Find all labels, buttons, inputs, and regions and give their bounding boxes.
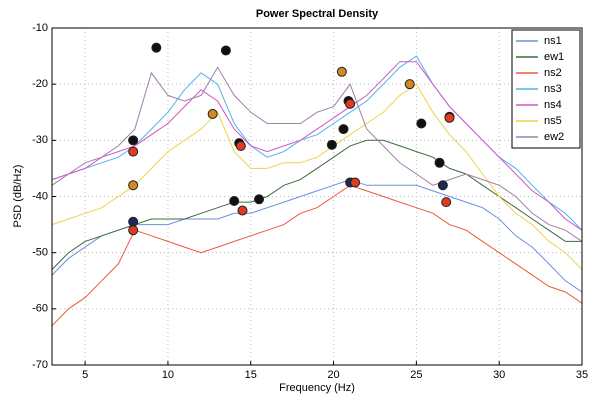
peak-marker	[220, 45, 231, 56]
peak-marker	[237, 205, 248, 216]
series-line	[51, 179, 583, 293]
y-tick-label: -20	[32, 78, 48, 90]
y-tick-label: -70	[32, 359, 48, 371]
y-tick-label: -10	[32, 22, 48, 34]
peak-marker	[128, 135, 139, 146]
peak-marker	[254, 194, 265, 205]
y-tick-label: -40	[32, 190, 48, 202]
legend-label: ns2	[544, 67, 562, 79]
peak-marker	[128, 216, 139, 227]
y-tick-label: -60	[32, 303, 48, 315]
series-line	[51, 83, 583, 270]
peak-marker	[416, 118, 427, 129]
series-line	[51, 66, 583, 242]
peak-marker	[444, 112, 455, 123]
y-tick-label: -50	[32, 247, 48, 259]
peak-marker	[345, 98, 356, 109]
axes-box	[51, 27, 583, 366]
legend-label: ns5	[544, 115, 562, 127]
peak-marker	[235, 140, 246, 151]
x-tick-label: 35	[576, 369, 588, 381]
peak-marker	[338, 124, 349, 135]
peak-marker	[128, 225, 139, 236]
peak-marker	[441, 197, 452, 208]
y-axis-label: PSD (dB/Hz)	[12, 165, 24, 228]
peak-marker	[404, 79, 415, 90]
peak-marker	[128, 180, 139, 191]
x-tick-label: 15	[245, 369, 257, 381]
legend-label: ew2	[544, 131, 564, 143]
series-line	[51, 61, 583, 231]
series-line	[51, 184, 583, 327]
peak-marker	[229, 195, 240, 206]
legend-label: ew1	[544, 51, 564, 63]
x-tick-label: 5	[82, 369, 88, 381]
x-tick-label: 20	[327, 369, 339, 381]
x-tick-label: 10	[162, 369, 174, 381]
peak-marker	[128, 146, 139, 157]
peak-marker	[151, 42, 162, 53]
peak-marker	[336, 66, 347, 77]
chart-title: Power Spectral Density	[256, 8, 379, 20]
x-tick-label: 30	[493, 369, 505, 381]
peak-marker	[437, 180, 448, 191]
peak-marker	[350, 177, 361, 188]
legend-label: ns3	[544, 83, 562, 95]
legend-label: ns4	[544, 99, 562, 111]
series-line	[51, 139, 582, 270]
x-axis-label: Frequency (Hz)	[279, 382, 355, 394]
y-tick-label: -30	[32, 134, 48, 146]
peak-marker	[326, 139, 337, 150]
legend-label: ns1	[544, 35, 562, 47]
x-tick-label: 25	[410, 369, 422, 381]
peak-marker	[434, 157, 445, 168]
peak-marker	[207, 108, 218, 119]
